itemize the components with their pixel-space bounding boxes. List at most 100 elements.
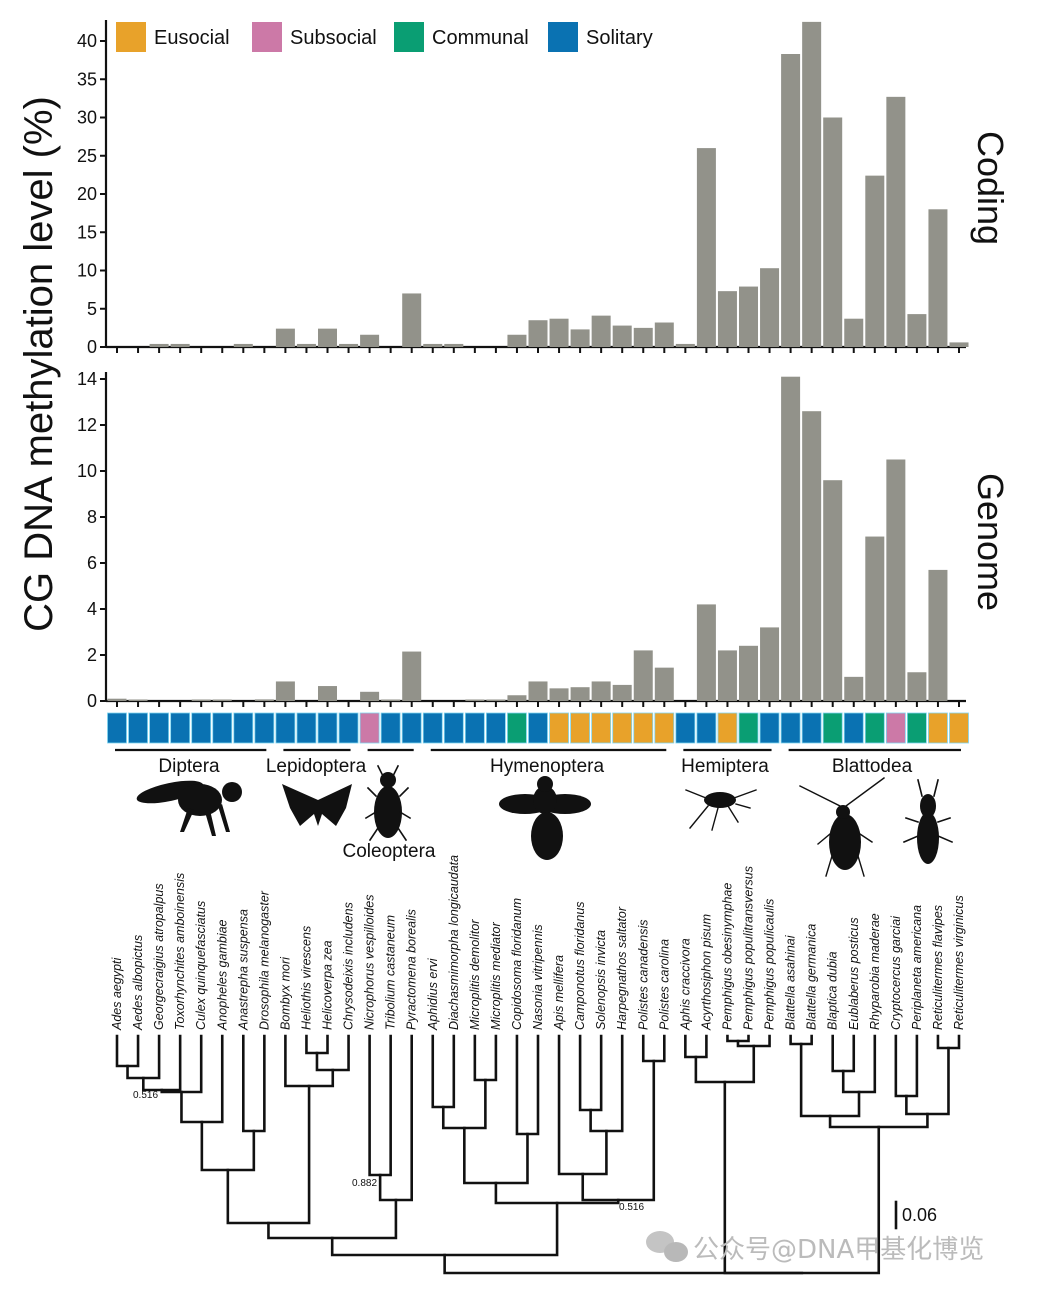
bar-coding	[339, 343, 359, 347]
social-class-cell	[507, 712, 527, 744]
bar-genome	[402, 651, 422, 701]
social-class-cell	[170, 712, 191, 744]
diptera-fly-icon	[136, 780, 242, 836]
bar-genome	[865, 536, 885, 701]
social-class-cell	[780, 712, 801, 744]
bar-coding	[444, 343, 464, 347]
bar-genome	[360, 691, 380, 701]
tree-branch	[443, 1253, 804, 1275]
species-label: Blaptica dubia	[826, 951, 840, 1030]
species-label: Nicrophorus vespilloides	[363, 895, 377, 1030]
tree-branch	[684, 1034, 708, 1059]
legend-item-communal: Communal	[394, 22, 529, 52]
social-class-cell	[759, 712, 780, 744]
social-class-cell	[928, 712, 948, 744]
species-label: Periplaneta americana	[910, 905, 924, 1030]
bar-genome	[128, 699, 148, 701]
bar-genome	[318, 686, 337, 701]
bar-coding	[823, 117, 843, 347]
species-label: Apis mellifera	[552, 955, 566, 1031]
species-label: Microplitis demolitor	[468, 919, 482, 1030]
species-label: Copidosoma floridanum	[510, 898, 524, 1030]
tree-branch	[200, 1120, 256, 1172]
bar-coding	[570, 329, 590, 347]
bar-coding	[739, 286, 758, 347]
bar-coding	[170, 343, 190, 347]
coding-panel: 0 5 10 15 20 25 30 35 40	[77, 20, 969, 357]
y-tick-label: 12	[77, 415, 97, 435]
social-class-cell	[128, 712, 148, 744]
bar-genome	[633, 650, 653, 701]
social-class-cell	[485, 712, 506, 744]
tree-branch	[799, 1042, 861, 1118]
legend-swatch	[548, 22, 578, 52]
tree-branch	[841, 1034, 877, 1094]
bar-coding	[781, 54, 801, 347]
bar-coding	[318, 328, 337, 347]
species-label: Helicoverpa zea	[321, 940, 335, 1030]
bar-coding	[507, 334, 527, 347]
tree-branch	[515, 1034, 540, 1136]
bar-genome	[549, 688, 569, 701]
species-label: Polistes canadensis	[636, 920, 650, 1030]
social-class-cell	[864, 712, 885, 744]
bar-genome	[570, 687, 590, 701]
watermark-text: 公众号@DNA甲基化博览	[693, 1235, 984, 1265]
species-label: Rhyparobia maderae	[868, 913, 882, 1030]
species-label: Harpegnathos saltator	[615, 906, 629, 1030]
social-class-cell	[675, 712, 696, 744]
social-class-cell	[338, 712, 359, 744]
species-label: Pemphigus populitransversus	[742, 866, 756, 1030]
bar-coding	[886, 96, 906, 347]
bar-genome	[507, 695, 527, 701]
legend-swatch	[116, 22, 146, 52]
y-tick-label: 40	[77, 31, 97, 51]
species-label: Toxorhynchites amboinensis	[173, 873, 187, 1030]
social-class-cell	[380, 712, 401, 744]
bar-genome	[823, 480, 843, 701]
tree-branch	[894, 1034, 919, 1098]
social-class-cell	[464, 712, 485, 744]
coleoptera-beetle-icon	[364, 764, 412, 842]
tree-branch	[441, 1078, 487, 1130]
social-class-cell	[591, 712, 612, 744]
legend-item-eusocial: Eusocial	[116, 22, 230, 52]
social-class-cell	[401, 712, 422, 744]
bar-genome	[928, 569, 948, 701]
bar-genome	[844, 676, 864, 701]
bar-coding	[844, 318, 864, 347]
order-label-hemiptera: Hemiptera	[681, 756, 769, 777]
y-tick-label: 6	[87, 553, 97, 573]
bar-genome	[212, 699, 232, 701]
social-class-cell	[549, 712, 569, 744]
social-class-cell	[107, 712, 127, 744]
tree-branch	[831, 1034, 856, 1073]
bar-coding	[423, 343, 443, 347]
social-class-cell	[717, 712, 738, 744]
species-label: Pemphigus obesinymphae	[720, 883, 734, 1030]
social-class-cell	[822, 712, 843, 744]
phylogenetic-tree	[115, 1034, 961, 1275]
species-label: Reticulitermes flavipes	[931, 905, 945, 1030]
species-label: Tribolium castaneum	[384, 915, 398, 1030]
social-class-cell	[275, 712, 296, 744]
y-tick-label: 5	[87, 299, 97, 319]
species-label: Pemphigus populicaulis	[763, 899, 777, 1030]
social-class-cell	[233, 712, 254, 744]
species-label: Bombyx mori	[278, 956, 292, 1030]
species-label: Microplitis mediator	[489, 921, 503, 1030]
bar-coding	[907, 314, 927, 347]
bar-coding	[360, 334, 380, 347]
tree-branch	[242, 1034, 266, 1133]
bar-genome	[717, 650, 737, 701]
species-label: Blattella asahinai	[784, 934, 798, 1030]
y-tick-label: 8	[87, 507, 97, 527]
bar-coding	[696, 148, 716, 347]
bar-genome	[907, 672, 927, 701]
social-class-cell	[633, 712, 654, 744]
species-label: Georgecraigius atropalpus	[152, 883, 166, 1030]
species-label: Polistes carolina	[657, 939, 671, 1030]
tree-branch	[305, 1034, 329, 1055]
legend-label: Communal	[432, 27, 529, 49]
species-label: Camponotus floridanus	[573, 901, 587, 1030]
